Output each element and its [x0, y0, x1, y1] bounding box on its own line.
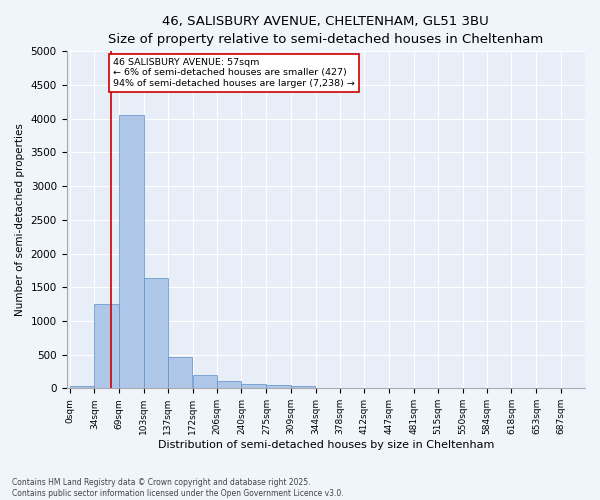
Bar [241, 384, 266, 388]
Y-axis label: Number of semi-detached properties: Number of semi-detached properties [15, 124, 25, 316]
Bar [291, 386, 315, 388]
Bar [266, 385, 291, 388]
Text: Contains HM Land Registry data © Crown copyright and database right 2025.
Contai: Contains HM Land Registry data © Crown c… [12, 478, 344, 498]
Text: 46 SALISBURY AVENUE: 57sqm
← 6% of semi-detached houses are smaller (427)
94% of: 46 SALISBURY AVENUE: 57sqm ← 6% of semi-… [113, 58, 355, 88]
Title: 46, SALISBURY AVENUE, CHELTENHAM, GL51 3BU
Size of property relative to semi-det: 46, SALISBURY AVENUE, CHELTENHAM, GL51 3… [108, 15, 544, 46]
Bar [193, 375, 217, 388]
X-axis label: Distribution of semi-detached houses by size in Cheltenham: Distribution of semi-detached houses by … [158, 440, 494, 450]
Bar [143, 278, 168, 388]
Bar [94, 304, 119, 388]
Bar [119, 116, 143, 388]
Bar [70, 386, 94, 388]
Bar [217, 381, 241, 388]
Bar [168, 356, 192, 388]
